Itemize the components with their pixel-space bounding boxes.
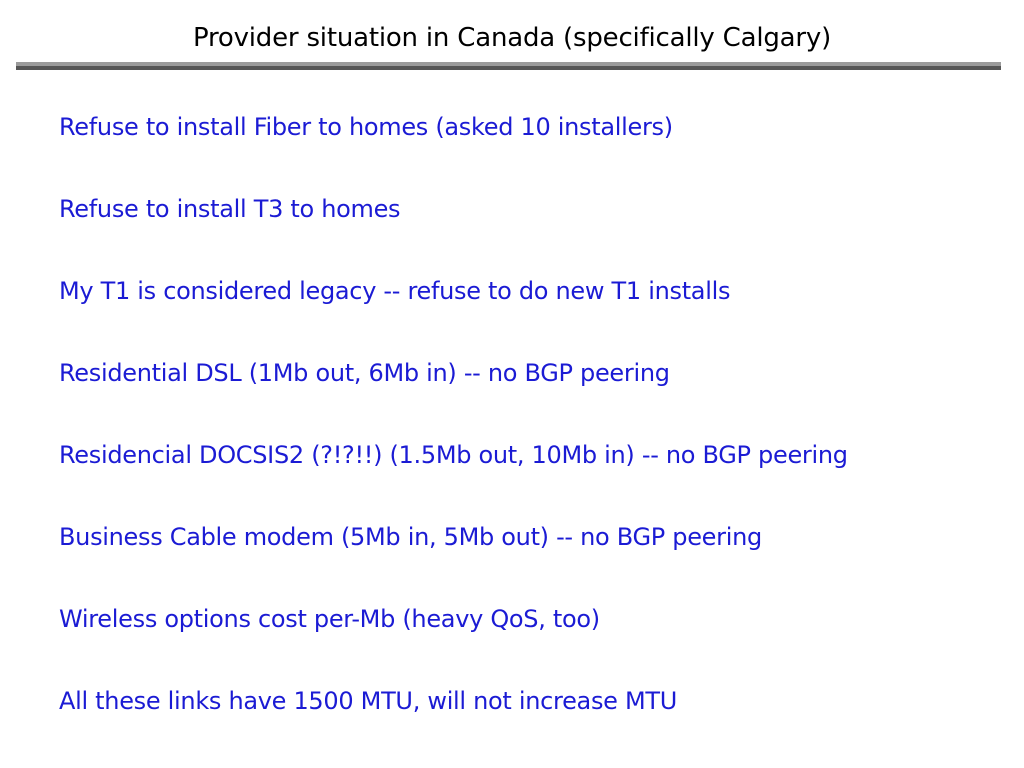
page-title: Provider situation in Canada (specifical… [192,23,832,53]
list-item: Wireless options cost per-Mb (heavy QoS,… [59,605,600,633]
divider-highlight-band [16,62,1001,66]
divider-shadow-band [16,66,1001,70]
list-item: Refuse to install Fiber to homes (asked … [59,113,673,141]
list-item: Residential DSL (1Mb out, 6Mb in) -- no … [59,359,670,387]
list-item: Residencial DOCSIS2 (?!?!!) (1.5Mb out, … [59,441,848,469]
bullet-list: Refuse to install Fiber to homes (asked … [59,112,1009,768]
title-divider-rule [16,62,1001,70]
list-item: All these links have 1500 MTU, will not … [59,687,677,715]
list-item: My T1 is considered legacy -- refuse to … [59,277,731,305]
list-item: Business Cable modem (5Mb in, 5Mb out) -… [59,523,762,551]
list-item: Refuse to install T3 to homes [59,195,401,223]
